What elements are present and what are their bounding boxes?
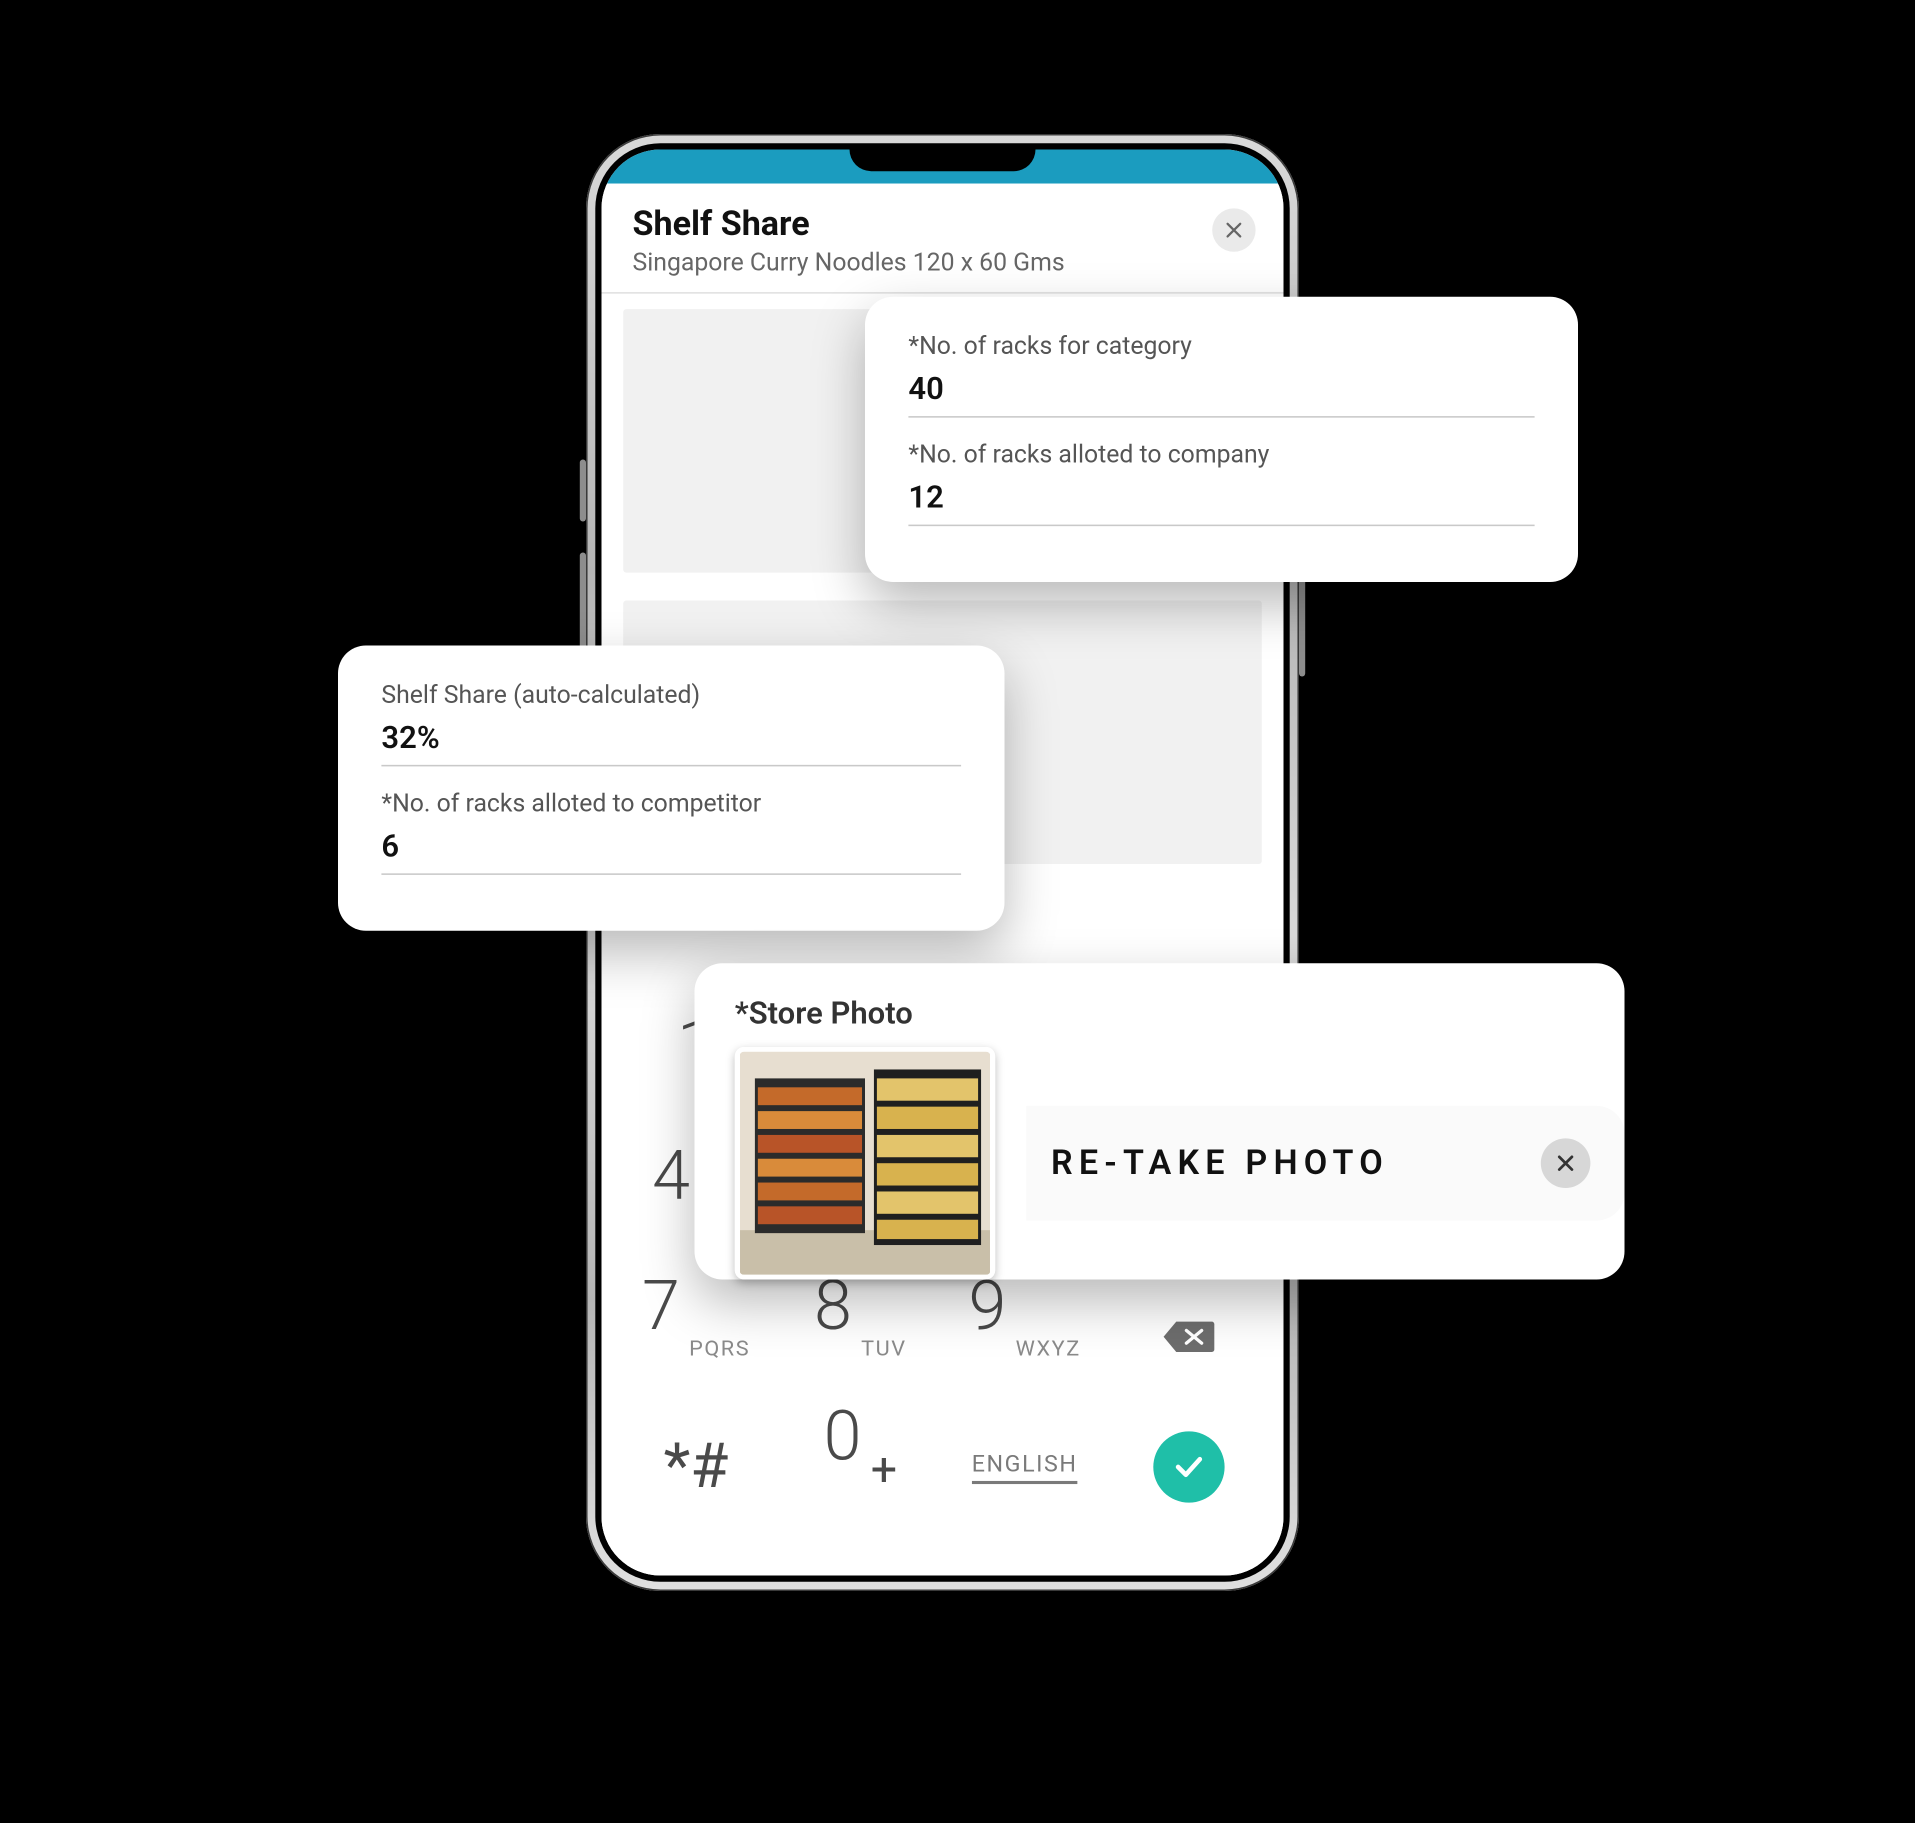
key-8[interactable]: 8TUV bbox=[778, 1271, 942, 1401]
racks-category-value[interactable]: 40 bbox=[908, 363, 1534, 417]
key-symbols[interactable]: *# bbox=[613, 1401, 777, 1531]
racks-company-label: *No. of racks alloted to company bbox=[908, 439, 1534, 468]
store-photo-label: *Store Photo bbox=[734, 994, 1624, 1031]
close-button[interactable] bbox=[1212, 208, 1255, 251]
shelf-share-label: Shelf Share (auto-calculated) bbox=[381, 679, 961, 708]
key-7[interactable]: 7PQRS bbox=[613, 1271, 777, 1401]
app-header: Shelf Share Singapore Curry Noodles 120 … bbox=[601, 183, 1283, 293]
shelf-image-icon bbox=[739, 1051, 990, 1274]
shelf-share-value: 32% bbox=[381, 712, 961, 766]
phone-notch bbox=[849, 149, 1035, 171]
retake-close-button[interactable] bbox=[1540, 1138, 1590, 1188]
key-language[interactable]: ENGLISH bbox=[942, 1401, 1106, 1531]
close-icon bbox=[1223, 219, 1245, 241]
racks-competitor-label: *No. of racks alloted to competitor bbox=[381, 788, 961, 817]
racks-company-value[interactable]: 12 bbox=[908, 471, 1534, 525]
card-store-photo: *Store Photo bbox=[694, 963, 1624, 1279]
store-photo-thumbnail[interactable] bbox=[734, 1046, 994, 1279]
racks-category-label: *No. of racks for category bbox=[908, 330, 1534, 359]
key-backspace[interactable] bbox=[1106, 1271, 1270, 1401]
racks-competitor-value[interactable]: 6 bbox=[381, 820, 961, 874]
check-icon bbox=[1170, 1448, 1207, 1485]
close-icon bbox=[1554, 1152, 1576, 1174]
retake-photo-button[interactable]: RE-TAKE PHOTO bbox=[1051, 1143, 1389, 1182]
card-shelf-share: Shelf Share (auto-calculated) 32% *No. o… bbox=[338, 645, 1005, 930]
card-racks: *No. of racks for category 40 *No. of ra… bbox=[865, 296, 1578, 581]
key-enter[interactable] bbox=[1106, 1401, 1270, 1531]
page-subtitle: Singapore Curry Noodles 120 x 60 Gms bbox=[632, 247, 1252, 276]
key-9[interactable]: 9WXYZ bbox=[942, 1271, 1106, 1401]
retake-bar: RE-TAKE PHOTO bbox=[1026, 1105, 1624, 1220]
key-0[interactable]: 0+ bbox=[778, 1401, 942, 1531]
enter-button[interactable] bbox=[1153, 1431, 1224, 1502]
side-button bbox=[579, 459, 585, 521]
volume-up-button bbox=[579, 552, 585, 661]
backspace-icon bbox=[1161, 1315, 1217, 1358]
page-title: Shelf Share bbox=[632, 205, 1252, 244]
